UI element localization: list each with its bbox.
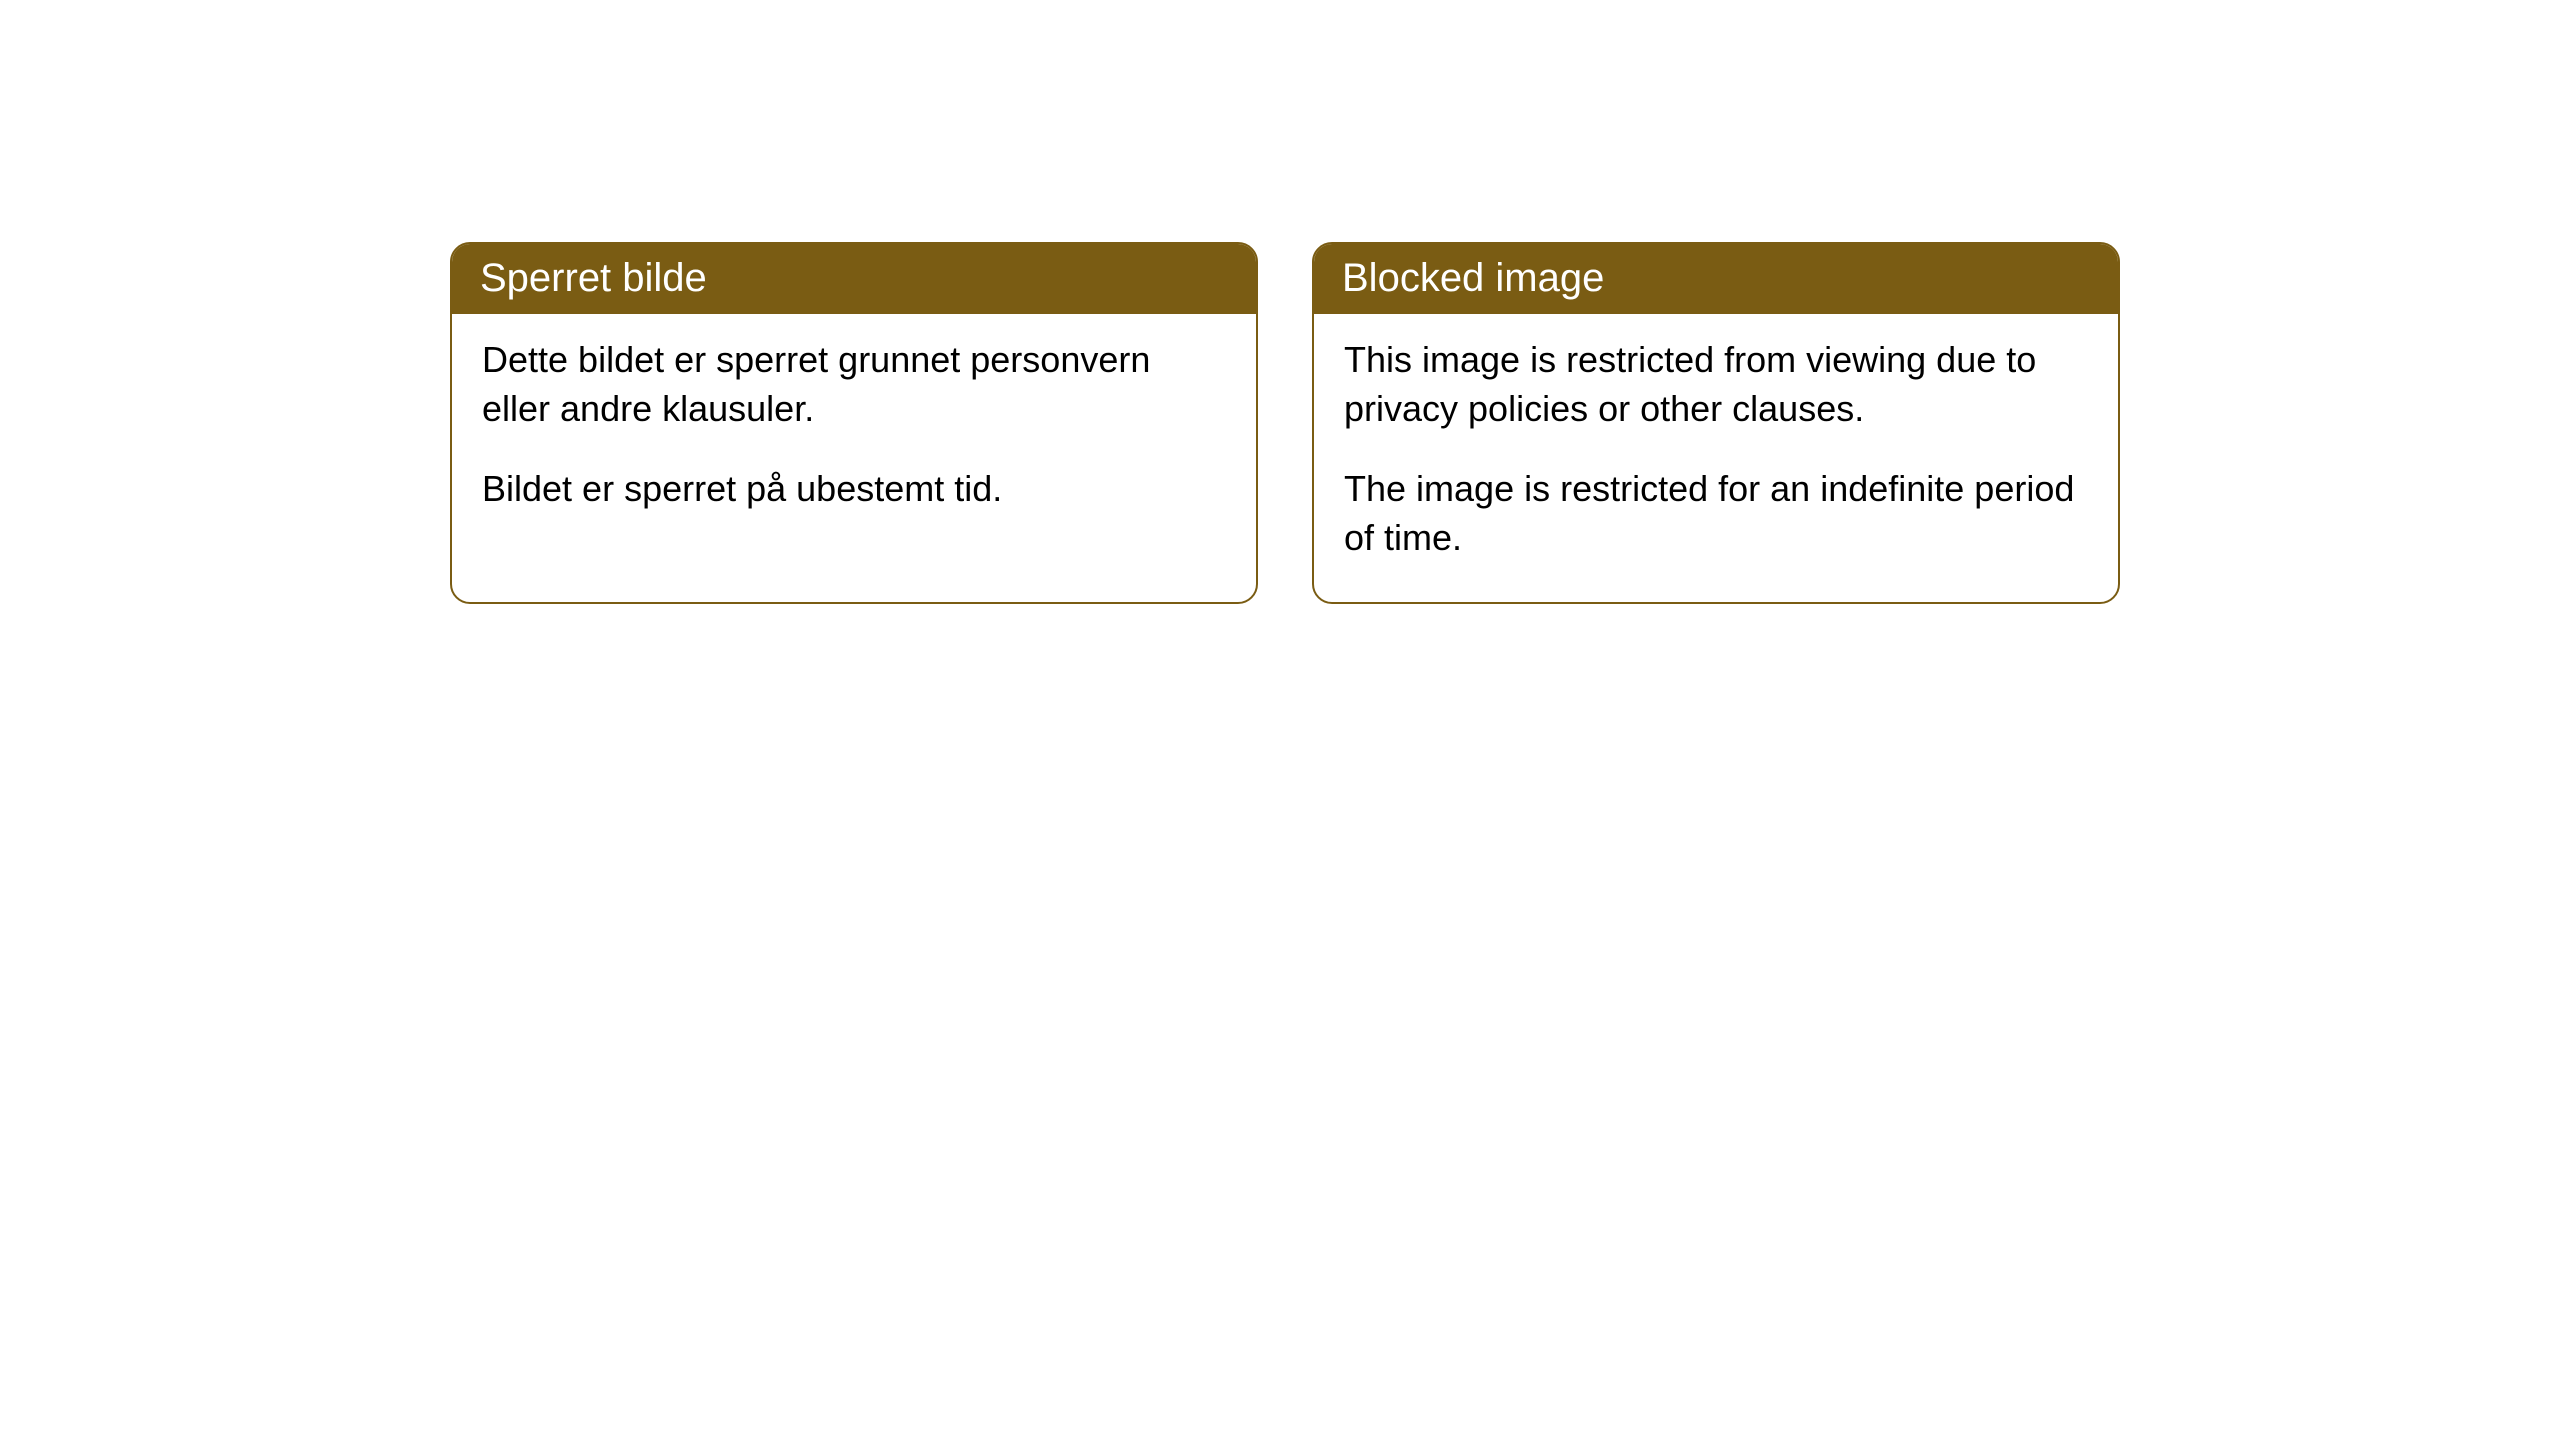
blocked-image-card-english: Blocked image This image is restricted f…	[1312, 242, 2120, 604]
card-body: This image is restricted from viewing du…	[1314, 314, 2118, 602]
card-title: Blocked image	[1342, 256, 1604, 300]
card-title: Sperret bilde	[480, 256, 707, 300]
card-body: Dette bildet er sperret grunnet personve…	[452, 314, 1256, 554]
card-header: Sperret bilde	[452, 244, 1256, 314]
card-paragraph: Bildet er sperret på ubestemt tid.	[482, 465, 1226, 514]
card-paragraph: This image is restricted from viewing du…	[1344, 336, 2088, 433]
card-header: Blocked image	[1314, 244, 2118, 314]
cards-container: Sperret bilde Dette bildet er sperret gr…	[0, 0, 2560, 604]
blocked-image-card-norwegian: Sperret bilde Dette bildet er sperret gr…	[450, 242, 1258, 604]
card-paragraph: The image is restricted for an indefinit…	[1344, 465, 2088, 562]
card-paragraph: Dette bildet er sperret grunnet personve…	[482, 336, 1226, 433]
